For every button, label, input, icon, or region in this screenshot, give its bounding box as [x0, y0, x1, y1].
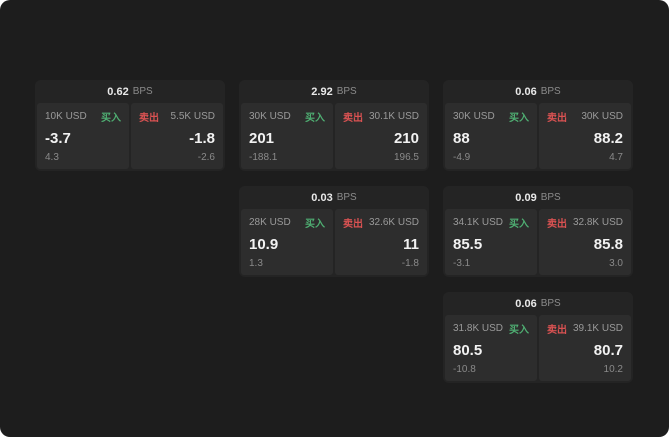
- buy-sub-value: -188.1: [249, 152, 278, 163]
- buy-price: 201: [249, 129, 275, 147]
- buy-panel[interactable]: 34.1K USD 买入 85.5 -3.1: [445, 209, 537, 275]
- buy-label: 买入: [305, 219, 325, 230]
- sell-sub-value: 4.7: [609, 152, 623, 163]
- buy-price: 85.5: [453, 235, 483, 253]
- buy-sub-value: -10.8: [453, 364, 476, 375]
- buy-label: 买入: [305, 113, 325, 124]
- sell-panel[interactable]: 卖出 39.1K USD 80.7 10.2: [539, 315, 631, 381]
- spread-unit-label: BPS: [132, 86, 153, 97]
- spread-value: 0.06: [515, 297, 537, 310]
- sell-amount: 39.1K USD: [572, 323, 623, 334]
- sell-sub-value: -2.6: [197, 152, 215, 163]
- buy-panel[interactable]: 10K USD 买入 -3.7 4.3: [37, 103, 129, 169]
- quote-card: 0.09 BPS 34.1K USD 买入 85.5 -3.1 卖出 32.8K…: [443, 186, 633, 277]
- quote-card: 0.62 BPS 10K USD 买入 -3.7 4.3 卖出 5.5K USD: [35, 80, 225, 171]
- sell-amount: 32.8K USD: [572, 217, 623, 228]
- buy-label: 买入: [509, 325, 529, 336]
- buy-sub-value: 4.3: [45, 152, 59, 163]
- sell-panel[interactable]: 卖出 30.1K USD 210 196.5: [335, 103, 427, 169]
- sell-label: 卖出: [547, 113, 567, 124]
- spread-value: 0.09: [515, 191, 537, 204]
- buy-price: 88: [453, 129, 470, 147]
- sell-sub-value: -1.8: [401, 258, 419, 269]
- sell-amount: 32.6K USD: [368, 217, 419, 228]
- sell-price: 85.8: [593, 235, 623, 253]
- buy-panel[interactable]: 31.8K USD 买入 80.5 -10.8: [445, 315, 537, 381]
- quote-card: 0.03 BPS 28K USD 买入 10.9 1.3 卖出 32.6K US…: [239, 186, 429, 277]
- buy-panel[interactable]: 28K USD 买入 10.9 1.3: [241, 209, 333, 275]
- sell-sub-value: 3.0: [609, 258, 623, 269]
- sell-label: 卖出: [547, 325, 567, 336]
- buy-amount: 30K USD: [249, 111, 291, 122]
- buy-sub-value: -4.9: [453, 152, 471, 163]
- sell-sub-value: 10.2: [603, 364, 623, 375]
- buy-label: 买入: [509, 219, 529, 230]
- buy-price: 10.9: [249, 235, 279, 253]
- sell-panel[interactable]: 卖出 32.6K USD 11 -1.8: [335, 209, 427, 275]
- spread-value: 0.06: [515, 85, 537, 98]
- quote-card-grid: 0.62 BPS 10K USD 买入 -3.7 4.3 卖出 5.5K USD: [35, 80, 633, 383]
- sell-label: 卖出: [343, 219, 363, 230]
- buy-panel[interactable]: 30K USD 买入 201 -188.1: [241, 103, 333, 169]
- spread-value: 0.03: [311, 191, 333, 204]
- spread-unit-label: BPS: [540, 86, 561, 97]
- spread-header: 0.06 BPS: [443, 80, 633, 103]
- sell-amount: 30.1K USD: [368, 111, 419, 122]
- spread-unit-label: BPS: [540, 298, 561, 309]
- sell-panel[interactable]: 卖出 5.5K USD -1.8 -2.6: [131, 103, 223, 169]
- spread-header: 2.92 BPS: [239, 80, 429, 103]
- sell-price: 210: [393, 129, 419, 147]
- spread-unit-label: BPS: [336, 192, 357, 203]
- sell-amount: 30K USD: [581, 111, 623, 122]
- quote-card: 0.06 BPS 31.8K USD 买入 80.5 -10.8 卖出 39.1…: [443, 292, 633, 383]
- buy-amount: 10K USD: [45, 111, 87, 122]
- sell-panel[interactable]: 卖出 32.8K USD 85.8 3.0: [539, 209, 631, 275]
- buy-price: -3.7: [45, 129, 71, 147]
- buy-price: 80.5: [453, 341, 483, 359]
- spread-unit-label: BPS: [336, 86, 357, 97]
- spread-value: 2.92: [311, 85, 333, 98]
- buy-amount: 34.1K USD: [453, 217, 504, 228]
- sell-label: 卖出: [547, 219, 567, 230]
- buy-label: 买入: [101, 113, 121, 124]
- spread-header: 0.03 BPS: [239, 186, 429, 209]
- spread-header: 0.62 BPS: [35, 80, 225, 103]
- sell-label: 卖出: [139, 113, 159, 124]
- sell-price: -1.8: [189, 129, 215, 147]
- sell-amount: 5.5K USD: [170, 111, 215, 122]
- spread-value: 0.62: [107, 85, 129, 98]
- buy-amount: 28K USD: [249, 217, 291, 228]
- quote-card: 2.92 BPS 30K USD 买入 201 -188.1 卖出 30.1K …: [239, 80, 429, 171]
- spread-unit-label: BPS: [540, 192, 561, 203]
- buy-sub-value: -3.1: [453, 258, 471, 269]
- buy-amount: 31.8K USD: [453, 323, 504, 334]
- buy-panel[interactable]: 30K USD 买入 88 -4.9: [445, 103, 537, 169]
- spread-header: 0.06 BPS: [443, 292, 633, 315]
- sell-price: 88.2: [593, 129, 623, 147]
- sell-panel[interactable]: 卖出 30K USD 88.2 4.7: [539, 103, 631, 169]
- quote-card: 0.06 BPS 30K USD 买入 88 -4.9 卖出 30K USD: [443, 80, 633, 171]
- sell-label: 卖出: [343, 113, 363, 124]
- sell-price: 80.7: [593, 341, 623, 359]
- buy-label: 买入: [509, 113, 529, 124]
- buy-amount: 30K USD: [453, 111, 495, 122]
- buy-sub-value: 1.3: [249, 258, 263, 269]
- sell-price: 11: [403, 235, 419, 253]
- sell-sub-value: 196.5: [393, 152, 419, 163]
- spread-header: 0.09 BPS: [443, 186, 633, 209]
